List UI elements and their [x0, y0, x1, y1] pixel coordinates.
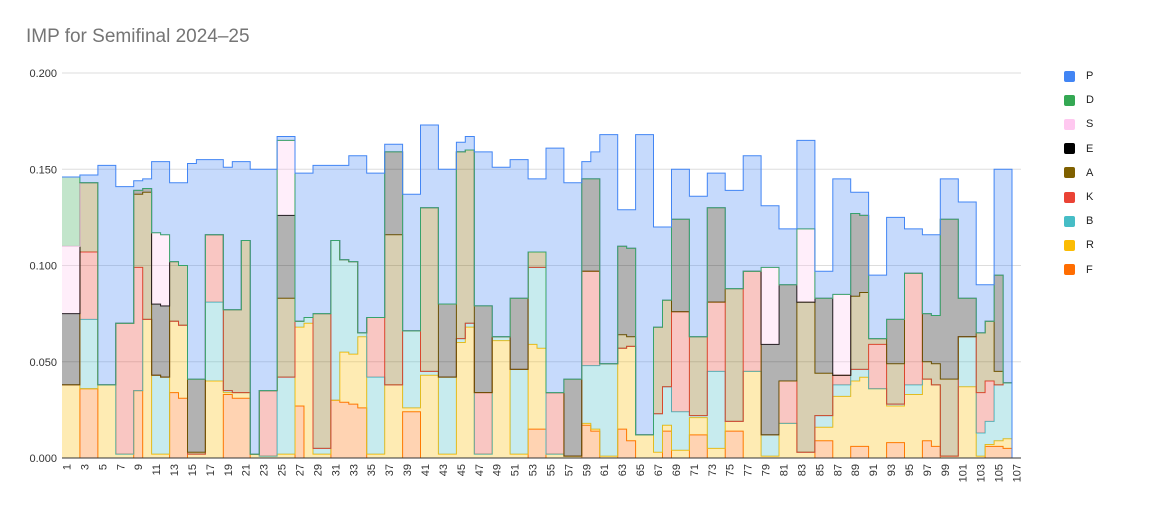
x-tick-label: 83	[796, 464, 808, 476]
x-tick-label: 7	[115, 464, 127, 470]
legend-label-b: B	[1086, 215, 1094, 228]
legend-item-b: B	[1064, 209, 1094, 233]
x-tick-label: 69	[671, 464, 683, 476]
x-tick-label: 75	[725, 464, 737, 476]
x-tick-label: 57	[563, 464, 575, 476]
legend-item-k: K	[1064, 185, 1094, 209]
x-tick-label: 47	[474, 464, 486, 476]
x-tick-label: 61	[599, 464, 611, 476]
x-tick-label: 53	[528, 464, 540, 476]
series-area-e	[62, 150, 1021, 458]
legend-swatch-b	[1064, 215, 1075, 227]
legend-swatch-r	[1064, 239, 1075, 251]
series-area-b	[62, 240, 1021, 458]
x-tick-label: 25	[277, 464, 289, 476]
legend-swatch-f	[1064, 264, 1075, 276]
x-tick-label: 67	[653, 464, 665, 476]
x-tick-label: 93	[886, 464, 898, 476]
legend-swatch-e	[1064, 143, 1075, 155]
x-tick-label: 85	[814, 464, 826, 476]
x-tick-label: 1	[62, 464, 74, 470]
legend-item-p: P	[1064, 64, 1094, 88]
legend-item-r: R	[1064, 233, 1094, 257]
x-tick-label: 95	[904, 464, 916, 476]
x-tick-label: 33	[348, 464, 360, 476]
legend-label-d: D	[1086, 94, 1094, 107]
y-tick-label: 0.150	[29, 164, 57, 176]
x-tick-label: 49	[492, 464, 504, 476]
legend-label-p: P	[1086, 70, 1094, 83]
series-area-k	[62, 234, 1021, 458]
x-tick-label: 21	[241, 464, 253, 476]
x-tick-label: 37	[384, 464, 396, 476]
legend-item-d: D	[1064, 88, 1094, 112]
x-tick-label: 77	[743, 464, 755, 476]
y-tick-label: 0.050	[29, 357, 57, 369]
x-tick-label: 39	[402, 464, 414, 476]
x-tick-label: 41	[420, 464, 432, 476]
x-tick-label: 63	[617, 464, 629, 476]
x-tick-label: 13	[169, 464, 181, 476]
y-tick-label: 0.000	[29, 453, 57, 465]
x-tick-label: 107	[1012, 464, 1024, 482]
legend-label-e: E	[1086, 142, 1094, 155]
x-tick-label: 5	[97, 464, 109, 470]
chart-title: IMP for Semifinal 2024–25	[26, 26, 250, 47]
series-line-p	[62, 124, 1021, 459]
x-tick-label: 9	[133, 464, 145, 470]
x-tick-label: 35	[366, 464, 378, 476]
x-tick-label: 59	[581, 464, 593, 476]
legend-item-e: E	[1064, 137, 1094, 161]
legend-swatch-d	[1064, 94, 1075, 106]
x-tick-label: 43	[438, 464, 450, 476]
x-tick-label: 51	[510, 464, 522, 476]
series-area-p	[62, 125, 1021, 458]
x-tick-label: 101	[958, 464, 970, 482]
legend-swatch-s	[1064, 118, 1075, 130]
x-tick-label: 27	[295, 464, 307, 476]
legend-item-s: S	[1064, 112, 1094, 136]
legend: P D S E A K B R F	[1064, 64, 1094, 282]
x-tick-label: 79	[761, 464, 773, 476]
x-tick-label: 29	[312, 464, 324, 476]
x-tick-label: 81	[779, 464, 791, 476]
legend-swatch-p	[1064, 70, 1075, 82]
legend-label-k: K	[1086, 191, 1094, 204]
legend-label-f: F	[1086, 263, 1093, 276]
x-tick-label: 31	[330, 464, 342, 476]
legend-label-a: A	[1086, 166, 1094, 179]
legend-label-r: R	[1086, 239, 1094, 252]
x-tick-label: 103	[976, 464, 988, 482]
legend-item-a: A	[1064, 161, 1094, 185]
x-tick-label: 71	[689, 464, 701, 476]
x-tick-label: 91	[868, 464, 880, 476]
x-tick-label: 45	[456, 464, 468, 476]
series-area-r	[62, 319, 1021, 458]
x-tick-label: 55	[546, 464, 558, 476]
x-tick-label: 97	[922, 464, 934, 476]
x-tick-label: 17	[205, 464, 217, 476]
x-tick-label: 73	[707, 464, 719, 476]
legend-swatch-a	[1064, 167, 1075, 179]
x-tick-label: 65	[635, 464, 647, 476]
legend-swatch-k	[1064, 191, 1075, 203]
x-tick-label: 3	[79, 464, 91, 470]
x-tick-label: 23	[259, 464, 271, 476]
x-tick-label: 11	[151, 464, 163, 475]
x-tick-label: 105	[994, 464, 1006, 482]
x-tick-label: 19	[223, 464, 235, 476]
legend-label-s: S	[1086, 118, 1094, 131]
x-tick-label: 89	[850, 464, 862, 476]
x-tick-label: 99	[940, 464, 952, 476]
x-tick-label: 15	[187, 464, 199, 476]
x-tick-label: 87	[832, 464, 844, 476]
legend-item-f: F	[1064, 258, 1094, 282]
y-tick-label: 0.200	[29, 68, 57, 80]
y-tick-label: 0.100	[29, 261, 57, 273]
